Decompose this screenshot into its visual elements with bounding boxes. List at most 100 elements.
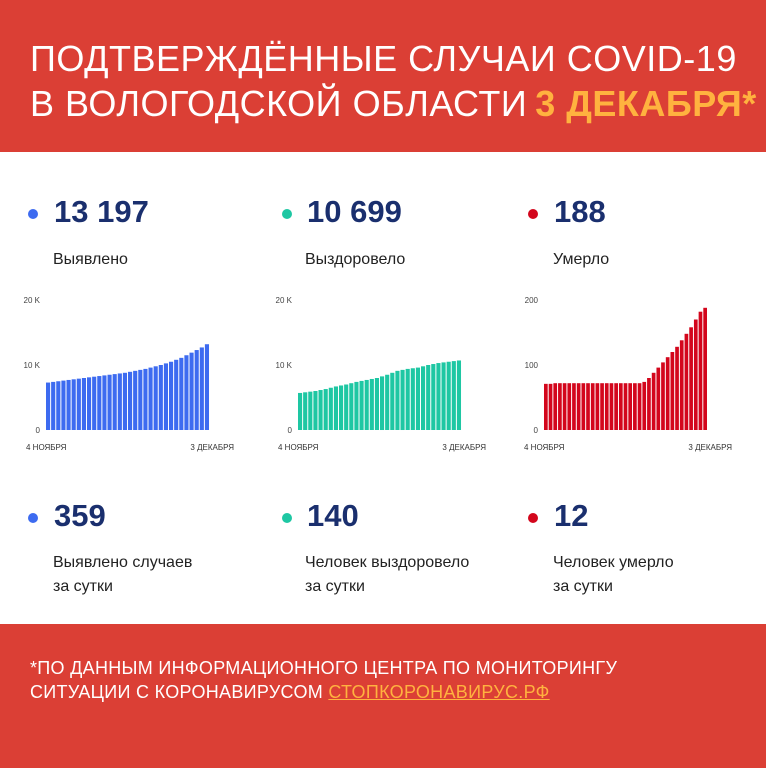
detected-bar bbox=[66, 379, 71, 430]
recovered-bar bbox=[436, 363, 441, 430]
detected-bar bbox=[102, 375, 107, 430]
detected-bar bbox=[81, 378, 87, 430]
recovered-bar bbox=[374, 378, 380, 430]
detected-bar bbox=[122, 372, 128, 430]
recovered-bar bbox=[446, 361, 451, 430]
detected-bar bbox=[76, 378, 81, 430]
detected-total-label: Выявлено bbox=[53, 251, 128, 268]
page-title-line-1: ПОДТВЕРЖДЁННЫЕ СЛУЧАИ COVID-19 bbox=[30, 38, 737, 79]
recovered-bar bbox=[431, 364, 436, 430]
deaths-bar bbox=[679, 340, 684, 430]
deaths-bar bbox=[572, 383, 576, 430]
recovered-bar bbox=[451, 361, 456, 430]
deaths-bar bbox=[628, 383, 633, 430]
recovered-bar bbox=[385, 374, 390, 430]
detected-bar bbox=[199, 347, 204, 430]
deaths-bar bbox=[637, 383, 642, 430]
recovered-bar bbox=[405, 368, 410, 430]
deaths-bar bbox=[656, 367, 661, 430]
deaths-daily-label: Человек умерло bbox=[553, 554, 674, 571]
detected-bar bbox=[51, 381, 56, 430]
detected-daily-dot bbox=[28, 513, 38, 523]
deaths-bar bbox=[703, 307, 707, 430]
recovered-bar bbox=[456, 360, 462, 430]
deaths-ytick-label: 100 bbox=[525, 361, 539, 370]
deaths-dot bbox=[528, 209, 538, 219]
deaths-bar bbox=[604, 383, 609, 430]
detected-ytick-label: 0 bbox=[36, 426, 41, 435]
deaths-bar bbox=[670, 352, 675, 430]
recovered-ytick-label: 10 K bbox=[276, 361, 293, 370]
recovered-dot bbox=[282, 209, 292, 219]
deaths-bar bbox=[684, 333, 689, 430]
footnote-line-2: СИТУАЦИИ С КОРОНАВИРУСОМ СТОПКОРОНАВИРУС… bbox=[30, 680, 617, 704]
source-footnote: *ПО ДАННЫМ ИНФОРМАЦИОННОГО ЦЕНТРА ПО МОН… bbox=[30, 656, 617, 704]
page-title-date: 3 ДЕКАБРЯ* bbox=[535, 83, 757, 124]
detected-bar bbox=[138, 369, 143, 431]
recovered-bar bbox=[359, 380, 364, 430]
recovered-bar bbox=[426, 365, 431, 430]
recovered-bar bbox=[421, 366, 426, 430]
deaths-bar bbox=[651, 372, 656, 430]
detected-bar bbox=[112, 374, 117, 430]
header-banner bbox=[0, 0, 766, 152]
detected-cumulative-chart: 20 K 10 K 0 4 НОЯБРЯ 3 ДЕКАБРЯ bbox=[24, 296, 235, 452]
deaths-bar bbox=[586, 383, 590, 430]
deaths-bar bbox=[618, 383, 623, 430]
recovered-bar bbox=[415, 367, 421, 430]
detected-bar bbox=[204, 344, 210, 430]
deaths-bar bbox=[590, 383, 595, 430]
detected-bar bbox=[71, 379, 76, 430]
detected-bar bbox=[148, 367, 153, 430]
page-title-region: В ВОЛОГОДСКОЙ ОБЛАСТИ bbox=[30, 83, 528, 124]
deaths-bar bbox=[553, 383, 558, 430]
detected-dot bbox=[28, 209, 38, 219]
detected-bar bbox=[97, 376, 102, 430]
detected-bar bbox=[133, 370, 138, 430]
recovered-bar bbox=[298, 392, 303, 430]
deaths-bar bbox=[665, 357, 670, 430]
recovered-bar bbox=[410, 368, 415, 430]
deaths-cumulative-chart: 200 100 0 4 НОЯБРЯ 3 ДЕКАБРЯ bbox=[524, 296, 732, 452]
detected-bar bbox=[194, 350, 199, 430]
detected-bar bbox=[128, 371, 133, 430]
deaths-bar bbox=[675, 346, 679, 430]
recovered-bar bbox=[354, 381, 359, 430]
deaths-bar bbox=[642, 381, 647, 430]
recovered-bar bbox=[339, 385, 344, 430]
deaths-bar bbox=[544, 383, 548, 430]
deaths-x-end-label: 3 ДЕКАБРЯ bbox=[688, 443, 732, 452]
recovered-bar bbox=[318, 390, 323, 430]
recovered-x-end-label: 3 ДЕКАБРЯ bbox=[442, 443, 486, 452]
source-link[interactable]: СТОПКОРОНАВИРУС.РФ bbox=[328, 682, 550, 702]
recovered-cumulative-chart: 20 K 10 K 0 4 НОЯБРЯ 3 ДЕКАБРЯ bbox=[276, 296, 487, 452]
recovered-x-start-label: 4 НОЯБРЯ bbox=[278, 443, 319, 452]
detected-daily-value: 359 bbox=[54, 498, 106, 533]
recovered-bar bbox=[308, 391, 313, 430]
detected-bar bbox=[117, 373, 122, 430]
detected-x-end-label: 3 ДЕКАБРЯ bbox=[190, 443, 234, 452]
deaths-bar bbox=[595, 383, 600, 430]
deaths-daily-dot bbox=[528, 513, 538, 523]
deaths-bar bbox=[562, 383, 567, 430]
deaths-x-start-label: 4 НОЯБРЯ bbox=[524, 443, 565, 452]
deaths-bar bbox=[600, 383, 604, 430]
recovered-bar bbox=[395, 370, 400, 430]
detected-bar bbox=[184, 355, 189, 430]
recovered-bar bbox=[380, 376, 385, 431]
recovered-bar bbox=[344, 384, 349, 430]
recovered-daily-label: Человек выздоровело bbox=[305, 554, 470, 571]
detected-x-start-label: 4 НОЯБРЯ bbox=[26, 443, 67, 452]
deaths-bar bbox=[661, 362, 665, 430]
deaths-bar bbox=[623, 383, 628, 430]
detected-bar bbox=[46, 382, 51, 430]
deaths-total-value: 188 bbox=[554, 194, 606, 229]
deaths-ytick-label: 0 bbox=[534, 426, 539, 435]
recovered-daily-dot bbox=[282, 513, 292, 523]
recovered-bar bbox=[364, 379, 369, 430]
recovered-bar bbox=[303, 392, 308, 430]
detected-bar bbox=[163, 363, 169, 431]
recovered-bar bbox=[349, 383, 354, 430]
detected-bar bbox=[158, 365, 163, 430]
deaths-bar bbox=[567, 383, 572, 430]
